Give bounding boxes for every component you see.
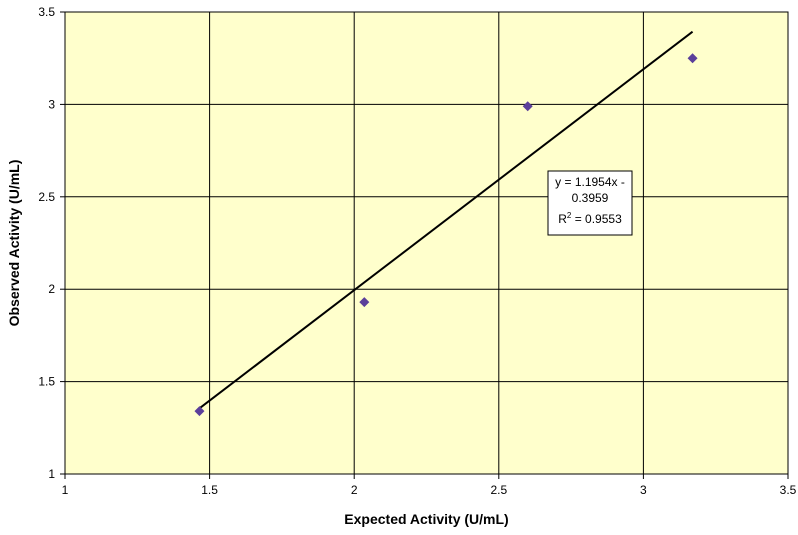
r-squared-value: = 0.9553: [571, 212, 622, 226]
x-tick-label: 3.5: [780, 483, 797, 497]
y-tick-label: 1: [48, 467, 55, 481]
data-point: [359, 297, 370, 308]
equation-line-2: 0.3959: [572, 191, 609, 205]
y-tick-label: 3.5: [38, 5, 55, 19]
x-tick-label: 2: [351, 483, 358, 497]
plot-area: [65, 12, 788, 474]
r-squared-superscript: 2: [567, 211, 572, 220]
y-tick-label: 3: [48, 97, 55, 111]
trendline: [198, 30, 694, 410]
equation-box: y = 1.1954x - 0.3959 R2 = 0.9553: [547, 170, 633, 236]
x-tick-label: 1: [62, 483, 69, 497]
equation-line-1: y = 1.1954x -: [555, 175, 625, 189]
y-tick-label: 2.5: [38, 190, 55, 204]
x-tick-label: 1.5: [201, 483, 218, 497]
gridlines: [65, 12, 788, 474]
x-axis-title: Expected Activity (U/mL): [344, 511, 508, 527]
axis-ticks: 1 1.5 2 2.5 3 3.5 1 1.5 2 2.5 3 3.5: [38, 5, 796, 497]
r-squared-label: R2 = 0.9553: [558, 211, 622, 226]
plot-border: [64, 11, 789, 475]
x-tick-label: 3: [640, 483, 647, 497]
y-tick-label: 1.5: [38, 375, 55, 389]
r-squared-r: R: [558, 212, 567, 226]
data-points: [194, 53, 698, 417]
data-point: [194, 406, 205, 417]
y-tick-label: 2: [48, 282, 55, 296]
x-tick-label: 2.5: [490, 483, 507, 497]
data-point: [687, 53, 698, 64]
data-point: [522, 101, 533, 112]
equation-box-frame: [547, 170, 633, 236]
y-axis-title: Observed Activity (U/mL): [6, 160, 22, 327]
